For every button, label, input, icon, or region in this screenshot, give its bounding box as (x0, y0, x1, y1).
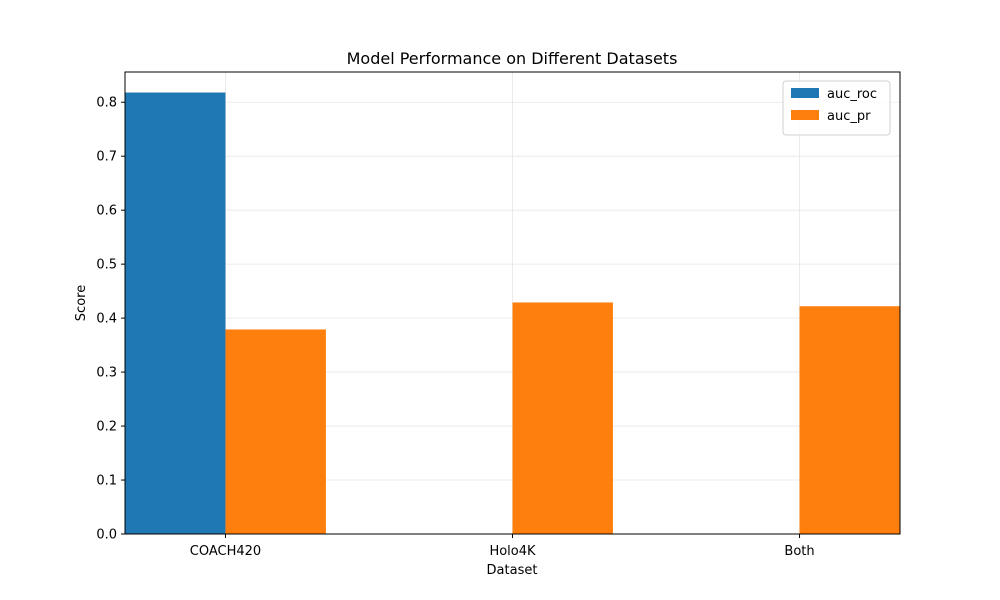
y-axis-ticks: 0.0 0.1 0.2 0.3 0.4 0.5 0.6 0.7 0.8 (96, 96, 125, 543)
y-tick-label: 0.5 (96, 258, 117, 273)
legend: auc_roc auc_pr (782, 80, 891, 136)
x-tick-label: Holo4K (489, 544, 536, 559)
y-axis-label: Score (74, 285, 89, 321)
y-tick-label: 0.3 (96, 366, 117, 381)
bar-auc_roc-COACH420 (125, 92, 226, 535)
x-tick-label: COACH420 (190, 544, 261, 559)
legend-swatch-auc_roc (791, 88, 819, 98)
bars (125, 92, 900, 535)
y-tick-label: 0.2 (96, 420, 117, 435)
y-tick-label: 0.0 (96, 528, 117, 543)
x-axis-ticks: COACH420 Holo4K Both (190, 534, 815, 559)
bar-auc_pr-Both (799, 306, 900, 534)
x-axis-label: Dataset (487, 563, 538, 578)
y-tick-label: 0.1 (96, 474, 117, 489)
y-tick-label: 0.8 (96, 96, 117, 111)
chart-title: Model Performance on Different Datasets (347, 49, 678, 68)
legend-swatch-auc_pr (791, 110, 819, 120)
y-tick-label: 0.4 (96, 312, 117, 327)
legend-label-auc_pr: auc_pr (827, 109, 871, 124)
bar-auc_pr-COACH420 (225, 329, 326, 534)
x-tick-label: Both (784, 544, 814, 559)
y-tick-label: 0.7 (96, 150, 117, 165)
legend-label-auc_roc: auc_roc (827, 87, 877, 102)
y-tick-label: 0.6 (96, 204, 117, 219)
bar-auc_pr-Holo4K (512, 302, 613, 534)
